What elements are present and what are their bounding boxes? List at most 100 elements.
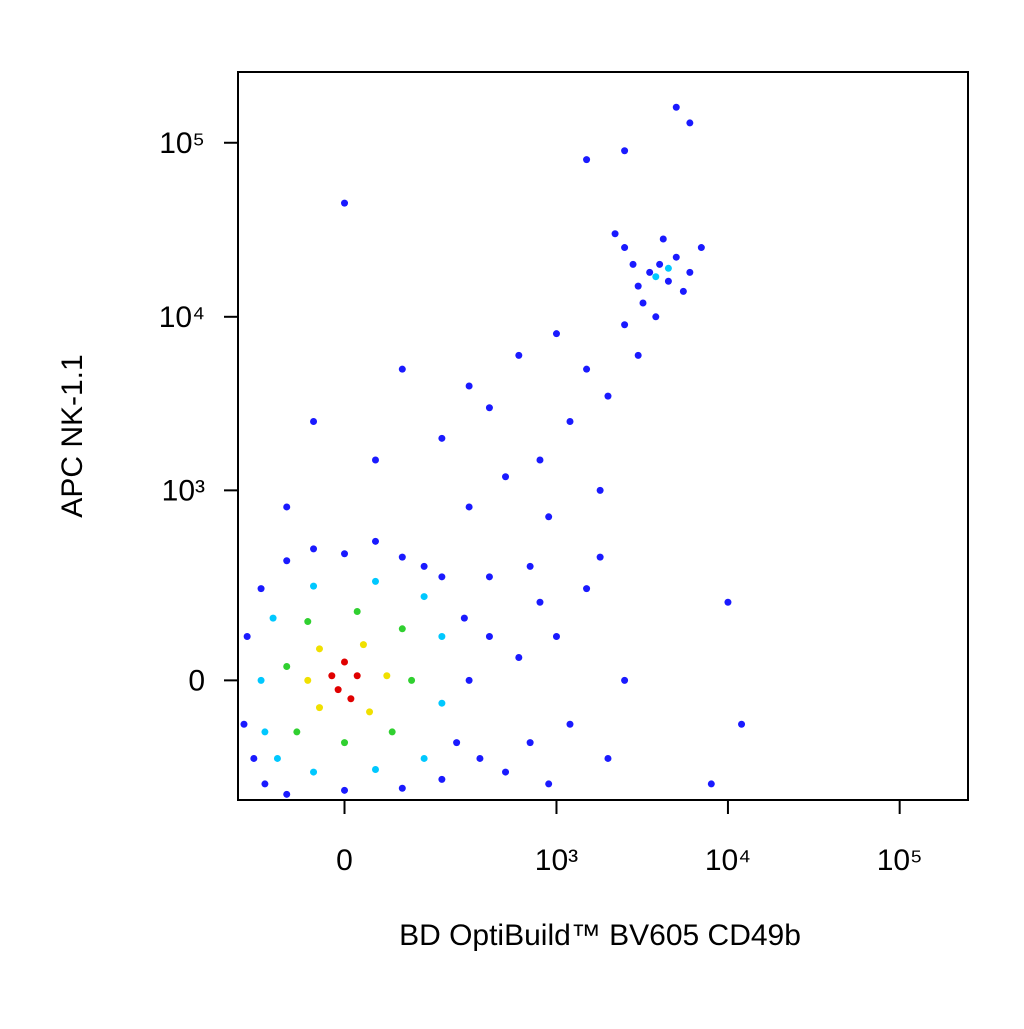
event-dot [257, 585, 265, 593]
event-dot [353, 607, 361, 615]
event-dot [465, 676, 473, 684]
event-dot [371, 766, 379, 774]
event-dot [310, 768, 318, 776]
event-dot [334, 686, 342, 694]
plot-frame [237, 71, 969, 801]
event-dot [328, 672, 336, 680]
event-dot [243, 632, 251, 640]
event-dot [273, 754, 281, 762]
event-dot [465, 382, 473, 390]
event-dot [341, 550, 349, 558]
event-dot [438, 632, 446, 640]
event-dot [646, 268, 654, 276]
event-dot [536, 598, 544, 606]
event-dot [398, 365, 406, 373]
event-dot [371, 577, 379, 585]
x-tick-label: 10⁵ [877, 844, 923, 877]
event-dot [341, 199, 349, 207]
event-dot [398, 553, 406, 561]
event-dot [738, 720, 746, 728]
event-dot [621, 676, 629, 684]
event-dot [686, 119, 694, 127]
event-dot [438, 573, 446, 581]
x-tick-label: 10³ [535, 844, 578, 877]
event-dot [583, 156, 591, 164]
event-dot [310, 582, 318, 590]
event-dot [465, 503, 473, 511]
event-dot [611, 230, 619, 238]
event-dot [383, 672, 391, 680]
y-axis-label: APC NK-1.1 [56, 354, 89, 517]
event-dot [485, 573, 493, 581]
event-dot [515, 654, 523, 662]
event-dot [621, 244, 629, 252]
event-dot [261, 780, 269, 788]
event-dot [476, 754, 484, 762]
event-dot [552, 330, 560, 338]
event-dot [664, 264, 672, 272]
event-dot [438, 775, 446, 783]
event-dot [536, 456, 544, 464]
x-tick-label: 10⁴ [705, 844, 751, 877]
event-dot [366, 708, 374, 716]
event-dot [604, 392, 612, 400]
event-dot [460, 614, 468, 622]
event-dot [526, 562, 534, 570]
event-dot [250, 754, 258, 762]
event-dot [629, 260, 637, 268]
event-dot [679, 287, 687, 295]
event-dot [420, 754, 428, 762]
event-dot [353, 672, 361, 680]
event-dot [341, 786, 349, 794]
event-dot [545, 780, 553, 788]
event-dot [310, 545, 318, 553]
event-dot [269, 614, 277, 622]
x-tick-label: 0 [336, 844, 353, 877]
event-dot [283, 790, 291, 798]
event-dot [604, 754, 612, 762]
event-dot [310, 418, 318, 426]
event-dot [621, 147, 629, 155]
event-dot [371, 456, 379, 464]
event-dot [347, 695, 355, 703]
event-dot [315, 645, 323, 653]
event-dot [583, 585, 591, 593]
event-dot [283, 557, 291, 565]
event-dot [257, 676, 265, 684]
event-dot [659, 235, 667, 243]
event-dot [502, 768, 510, 776]
event-dot [621, 321, 629, 329]
event-dot [652, 273, 660, 281]
y-tick-label: 10⁵ [159, 127, 205, 160]
x-axis-label: BD OptiBuild™ BV605 CD49b [399, 919, 801, 952]
event-dot [304, 676, 312, 684]
event-dot [485, 632, 493, 640]
event-dot [639, 299, 647, 307]
event-dot [371, 537, 379, 545]
event-dot [420, 593, 428, 601]
event-dot [438, 434, 446, 442]
event-dot [283, 503, 291, 511]
event-dot [583, 365, 591, 373]
event-dot [261, 728, 269, 736]
event-dot [502, 473, 510, 481]
event-dot [341, 739, 349, 747]
event-dot [240, 720, 248, 728]
event-dot [420, 562, 428, 570]
event-dot [596, 553, 604, 561]
event-dot [672, 103, 680, 111]
y-tick-label: 10⁴ [159, 301, 205, 334]
y-tick-label: 10³ [162, 474, 205, 507]
event-dot [634, 351, 642, 359]
event-dot [545, 513, 553, 521]
event-dot [408, 676, 416, 684]
event-dot [304, 618, 312, 626]
event-dot [652, 313, 660, 321]
event-dot [566, 418, 574, 426]
event-dot [672, 253, 680, 261]
event-dot [686, 268, 694, 276]
event-dot [453, 739, 461, 747]
event-dot [664, 277, 672, 285]
event-dot [566, 720, 574, 728]
